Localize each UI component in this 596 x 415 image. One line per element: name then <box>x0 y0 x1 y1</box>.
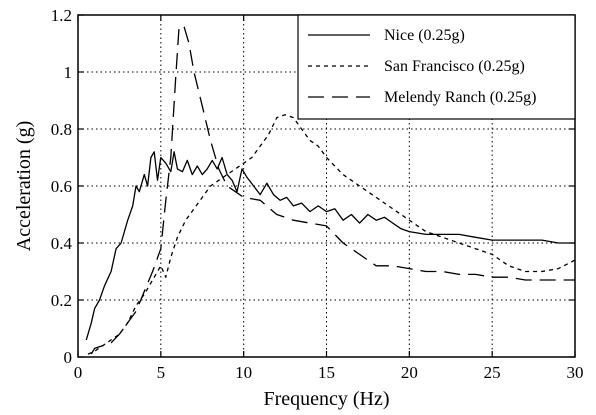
x-axis-title: Frequency (Hz) <box>263 388 389 410</box>
legend-box <box>297 14 576 120</box>
series-line-nice <box>85 151 575 341</box>
y-tick-label: 0 <box>64 348 73 367</box>
x-tick-label: 30 <box>567 363 584 382</box>
series-group <box>85 25 576 355</box>
x-tick-label: 10 <box>235 363 252 382</box>
x-tick-label: 15 <box>318 363 335 382</box>
y-tick-label: 1.2 <box>51 6 72 25</box>
y-tick-label: 1 <box>64 63 73 82</box>
legend-label-san-francisco: San Francisco (0.25g) <box>384 58 525 75</box>
y-tick-label: 0.6 <box>51 177 72 196</box>
tick-group: 0 5 10 15 20 25 30 0 0.2 0.4 0.6 0.8 1 1.2 <box>51 6 584 382</box>
legend-label-nice: Nice (0.25g) <box>384 27 465 44</box>
x-tick-label: 25 <box>484 363 501 382</box>
x-tick-label: 5 <box>157 363 166 382</box>
series-line-melendy-ranch <box>90 25 575 355</box>
legend: Nice (0.25g) San Francisco (0.25g) Melen… <box>297 14 576 120</box>
y-tick-label: 0.4 <box>51 234 73 253</box>
legend-label-melendy-ranch: Melendy Ranch (0.25g) <box>384 89 536 106</box>
x-tick-label: 0 <box>74 363 83 382</box>
y-axis-title: Acceleration (g) <box>13 121 35 251</box>
y-tick-label: 0.8 <box>51 120 72 139</box>
x-tick-label: 20 <box>401 363 418 382</box>
series-line-san-francisco <box>87 114 576 355</box>
y-tick-label: 0.2 <box>51 291 72 310</box>
